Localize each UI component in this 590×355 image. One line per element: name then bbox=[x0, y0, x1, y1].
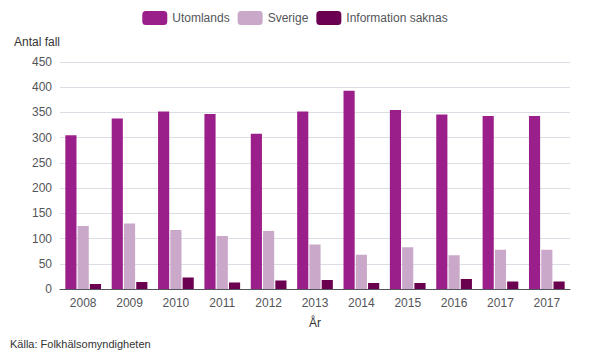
svg-text:2011: 2011 bbox=[209, 296, 235, 310]
svg-text:200: 200 bbox=[32, 181, 52, 195]
svg-text:År: År bbox=[309, 315, 321, 330]
svg-text:400: 400 bbox=[32, 80, 52, 94]
svg-text:0: 0 bbox=[45, 282, 52, 296]
svg-text:Information saknas: Information saknas bbox=[346, 11, 447, 25]
svg-text:250: 250 bbox=[32, 156, 52, 170]
svg-text:2015: 2015 bbox=[394, 296, 421, 310]
svg-text:2017: 2017 bbox=[487, 296, 514, 310]
svg-text:2013: 2013 bbox=[302, 296, 329, 310]
svg-text:Källa: Folkhälsomyndigheten: Källa: Folkhälsomyndigheten bbox=[10, 338, 151, 350]
svg-text:450: 450 bbox=[32, 55, 52, 69]
svg-text:350: 350 bbox=[32, 105, 52, 119]
svg-text:2008: 2008 bbox=[70, 296, 97, 310]
svg-text:150: 150 bbox=[32, 206, 52, 220]
svg-text:Utomlands: Utomlands bbox=[172, 11, 229, 25]
svg-text:Antal fall: Antal fall bbox=[14, 35, 60, 49]
svg-text:100: 100 bbox=[32, 232, 52, 246]
svg-text:Sverige: Sverige bbox=[268, 11, 309, 25]
svg-text:2016: 2016 bbox=[441, 296, 468, 310]
svg-text:2010: 2010 bbox=[163, 296, 190, 310]
svg-text:2014: 2014 bbox=[348, 296, 375, 310]
svg-text:2017: 2017 bbox=[533, 296, 560, 310]
svg-text:50: 50 bbox=[39, 257, 53, 271]
svg-text:300: 300 bbox=[32, 131, 52, 145]
svg-text:2012: 2012 bbox=[255, 296, 282, 310]
svg-text:2009: 2009 bbox=[116, 296, 143, 310]
